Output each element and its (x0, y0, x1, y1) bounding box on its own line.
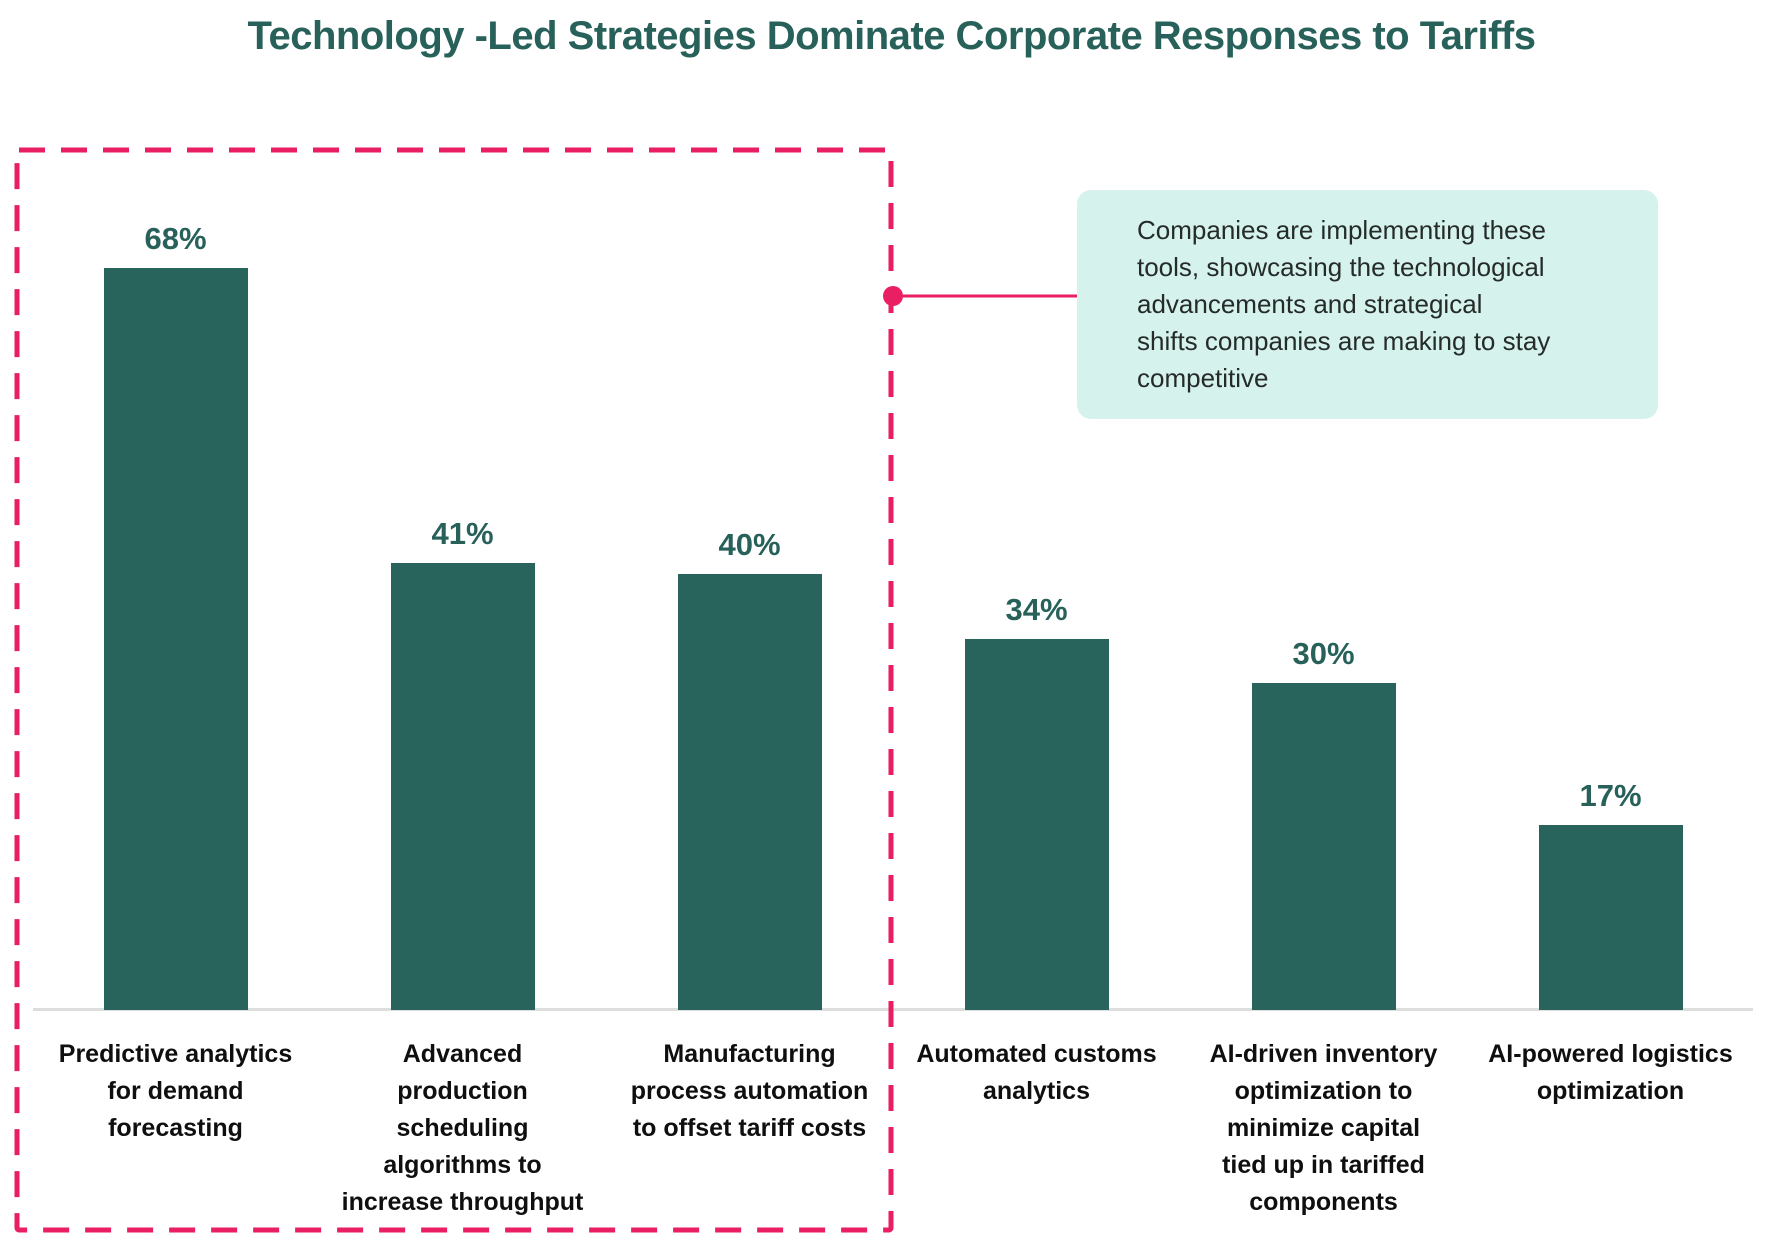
bar-category-label: Manufacturing process automation to offs… (630, 1040, 869, 1142)
bar-category-label: Automated customs analytics (916, 1040, 1157, 1105)
bar (1251, 683, 1396, 1010)
bar (1538, 825, 1683, 1010)
bar (964, 639, 1109, 1010)
bar (103, 268, 248, 1010)
bar-value-label: 34% (1005, 592, 1068, 627)
bar-value-label: 17% (1579, 778, 1642, 813)
bar-value-label: 41% (431, 516, 494, 551)
bar-value-label: 68% (144, 221, 207, 256)
bar-category-label: AI-driven inventory optimization to mini… (1209, 1040, 1438, 1216)
bar (677, 574, 822, 1010)
bar-value-label: 30% (1292, 636, 1355, 671)
callout-box: Companies are implementing these tools, … (1077, 190, 1658, 419)
chart-title: Technology -Led Strategies Dominate Corp… (247, 14, 1536, 58)
bar-value-label: 40% (718, 527, 781, 562)
bar-category-label: Advanced production scheduling algorithm… (341, 1040, 584, 1216)
callout-text: Companies are implementing these tools, … (1137, 215, 1551, 393)
bar-category-label: AI-powered logistics optimization (1488, 1040, 1733, 1105)
bar-category-label: Predictive analytics for demand forecast… (58, 1040, 293, 1142)
bar (390, 563, 535, 1010)
